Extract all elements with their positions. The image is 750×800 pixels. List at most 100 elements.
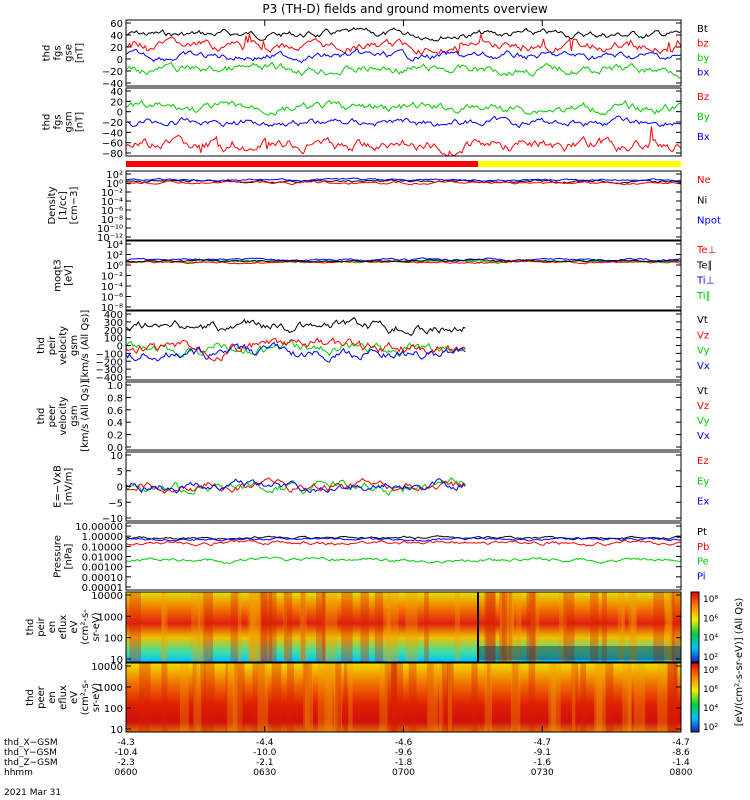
ylabel-line: Pressure (53, 535, 64, 578)
ylabel-line: en (47, 691, 58, 704)
ylabel-line: eV (69, 691, 80, 704)
ylabel-line: gsm (64, 111, 75, 132)
ytick-label: 10⁻⁴ (101, 197, 123, 208)
series-line-blue (125, 341, 466, 363)
ytick-label: 10⁻⁶ (101, 206, 123, 217)
xaxis-value: -2.3 (117, 758, 135, 768)
ytick-label: −300 (96, 365, 123, 376)
colorbar-tick: 10⁶ (703, 685, 718, 695)
ytick-label: 1000 (98, 683, 123, 694)
ytick-label: 10⁻⁸ (101, 303, 123, 314)
ytick-label: 0.10000 (82, 542, 123, 553)
colorbar-tick: 10⁶ (703, 614, 718, 624)
panel-frame (125, 19, 682, 87)
ytick-label: 10⁻⁴ (101, 282, 123, 293)
ytick-label: 10⁻⁶ (101, 293, 123, 304)
xaxis-value: -1.6 (533, 758, 551, 768)
ytick-label: 10⁻¹² (97, 233, 123, 244)
ytick-label: 10⁰ (106, 179, 123, 190)
ytick-label: −10 (102, 514, 123, 525)
series-line-green (125, 556, 682, 565)
legend-Pe: Pe (697, 557, 709, 568)
ylabel-line: [eV] (64, 265, 75, 286)
ytick-label: −400 (96, 373, 123, 384)
xaxis-value: -4.3 (117, 738, 135, 748)
series-line-green (125, 99, 682, 116)
panel-pressure: 10.000001.000000.100000.010000.001000.00… (53, 522, 710, 594)
series-line-red (126, 179, 682, 186)
colorbar-strip (690, 662, 700, 733)
ytick-label: 40 (110, 31, 123, 42)
xaxis-value: -4.6 (395, 738, 413, 748)
ytick-label: −60 (102, 139, 123, 150)
legend-Ey: Ey (697, 476, 709, 487)
ytick-label: −5 (108, 498, 123, 509)
panel-frame (125, 522, 682, 591)
legend-Vz: Vz (697, 330, 709, 341)
xaxis-row-label: hhmm (4, 768, 33, 778)
ylabel-line: fgs (53, 114, 64, 129)
ytick-label: −20 (102, 67, 123, 78)
series-line-black (125, 316, 466, 337)
xaxis-value: -1.4 (672, 758, 690, 768)
ylabel-line: thd (25, 619, 36, 636)
panel-peir_eflux: 10000 1000 100 10 thd peir en eflux eV (cm²-s-sr-… (25, 591, 682, 666)
colorbar-tick: 10² (703, 723, 718, 733)
ylabel-line: velocity (58, 396, 69, 435)
ytick-label: 0.00100 (82, 563, 123, 574)
colorbar-label: [eV/(cm²-s-sr-eV)] (All Qs) (734, 598, 745, 727)
legend-Pt: Pt (697, 527, 707, 538)
ylabel-line: eflux (58, 685, 69, 710)
ylabel-line: thd (25, 689, 36, 706)
legend-Pb: Pb (697, 542, 709, 553)
ytick-label: 10.00000 (75, 522, 123, 533)
panel-frame (125, 381, 682, 451)
ylabel-line: peir (47, 335, 58, 355)
xaxis-value: -9.6 (395, 748, 413, 758)
xaxis-value: -10.0 (253, 748, 277, 758)
xaxis-row-label: thd_X−GSM (4, 738, 58, 748)
ytick-label: 0.00010 (82, 573, 123, 584)
ytick-label: 200 (104, 326, 123, 337)
ytick-label: −80 (102, 149, 123, 160)
ytick-label: 10⁴ (106, 240, 123, 251)
ytick-label: 100 (104, 634, 123, 645)
ylabel-line: [nT] (75, 43, 86, 63)
series-line-blue (125, 115, 682, 129)
ytick-label: 1.0 (107, 381, 123, 392)
figure-title: P3 (TH-D) fields and ground moments over… (262, 2, 547, 16)
colorbar-strip (690, 591, 700, 663)
ytick-label: −100 (96, 349, 123, 360)
xaxis-date: 2021 Mar 31 (4, 788, 61, 798)
series-line-blue (125, 535, 682, 542)
xaxis-value: -4.4 (256, 738, 274, 748)
xaxis-value: -4.7 (672, 738, 690, 748)
panel-peer_eflux: 10000 1000 100 10 thd peer en eflux eV (cm²-s-sr-… (25, 662, 682, 736)
ytick-label: 1.00000 (82, 532, 123, 543)
panel-frame (125, 240, 682, 311)
ylabel-line: [1/cc] (58, 191, 69, 220)
colorbar-tick: 10⁴ (703, 634, 718, 644)
ylabel-line: moqt3 (53, 259, 64, 292)
legend-Bx: Bx (697, 132, 710, 143)
legend-Vy: Vy (697, 346, 710, 357)
panel-frame (125, 310, 682, 381)
ylabel-line: [nPa] (64, 543, 75, 569)
ytick-label: 10000 (91, 591, 123, 602)
ytick-label: 10⁻² (101, 272, 123, 283)
ylabel-line: [cm−3] (69, 187, 80, 225)
ytick-label: 0 (117, 108, 123, 119)
series-line-black (125, 27, 682, 42)
legend-Ti⊥: Ti⊥ (696, 276, 714, 287)
ylabel-line: sr-eV) (91, 612, 102, 641)
colorbar-tick: 10⁴ (703, 704, 718, 714)
panel-frame (125, 170, 682, 241)
legend-Vz: Vz (697, 401, 709, 412)
ytick-label: 20 (110, 97, 123, 108)
ytick-label: −40 (102, 128, 123, 139)
xaxis-value: 0700 (392, 768, 415, 778)
ytick-label: 5 (117, 467, 123, 478)
ytick-label: 100 (104, 704, 123, 715)
